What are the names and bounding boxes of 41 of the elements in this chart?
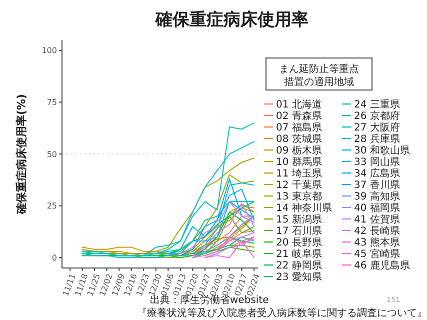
legend-label: 42 長崎県 <box>354 225 400 237</box>
legend-label: 13 東京都 <box>276 190 322 202</box>
legend-label: 40 福岡県 <box>354 202 400 214</box>
y-tick-label: 100 <box>42 46 57 56</box>
legend-label: 01 北海道 <box>276 98 322 110</box>
legend-label: 02 青森県 <box>276 110 322 122</box>
y-axis-title: 確保重症病床使用率(%) <box>15 94 28 216</box>
legend-label: 21 岐阜県 <box>276 248 322 260</box>
legend-label: 37 香川県 <box>354 179 400 191</box>
legend-label: 26 京都府 <box>354 110 400 122</box>
legend-label: 15 新潟県 <box>276 214 322 226</box>
legend-label: 46 鹿児島県 <box>354 260 410 272</box>
y-tick-label: 75 <box>46 98 57 107</box>
legend-label: 33 岡山県 <box>354 156 400 168</box>
legend-label: 30 和歌山県 <box>354 144 410 156</box>
legend-label: 22 静岡県 <box>276 260 322 272</box>
legend-label: 41 佐賀県 <box>354 214 400 226</box>
legend-label: 14 神奈川県 <box>276 202 332 214</box>
legend-label: 17 石川県 <box>276 225 322 237</box>
legend-label: 07 福島県 <box>276 122 322 134</box>
legend-label: 08 茨城県 <box>276 133 322 145</box>
legend-label: 12 千葉県 <box>276 179 322 191</box>
y-tick-label: 0 <box>52 253 57 262</box>
legend-label: 10 群馬県 <box>276 156 322 168</box>
chart-title: 確保重症病床使用率 <box>154 10 308 30</box>
source-note: 出典：厚生労働省website <box>150 294 269 306</box>
legend-label: 24 三重県 <box>354 98 400 110</box>
text: 『療養状況等及び入院患者受入病床数等に関する調査について』 <box>137 307 427 319</box>
y-tick-label: 50 <box>46 150 57 159</box>
legend-label: 28 兵庫県 <box>354 133 400 145</box>
legend-title: まん延防止等重点措置の適用地域 <box>279 63 359 88</box>
legend-label: 11 埼玉県 <box>276 168 322 180</box>
legend-label: 34 広島県 <box>354 168 400 180</box>
legend-label: 43 熊本県 <box>354 236 400 248</box>
legend-label: 20 長野県 <box>276 238 322 248</box>
legend-label: 27 大阪府 <box>354 122 400 134</box>
legend-label: 39 高知県 <box>354 190 400 202</box>
legend-label: 23 愛知県 <box>276 271 322 283</box>
legend-label: 45 宮崎県 <box>354 248 400 260</box>
y-tick-label: 25 <box>46 202 57 211</box>
legend-label: 09 栃木県 <box>276 144 322 156</box>
